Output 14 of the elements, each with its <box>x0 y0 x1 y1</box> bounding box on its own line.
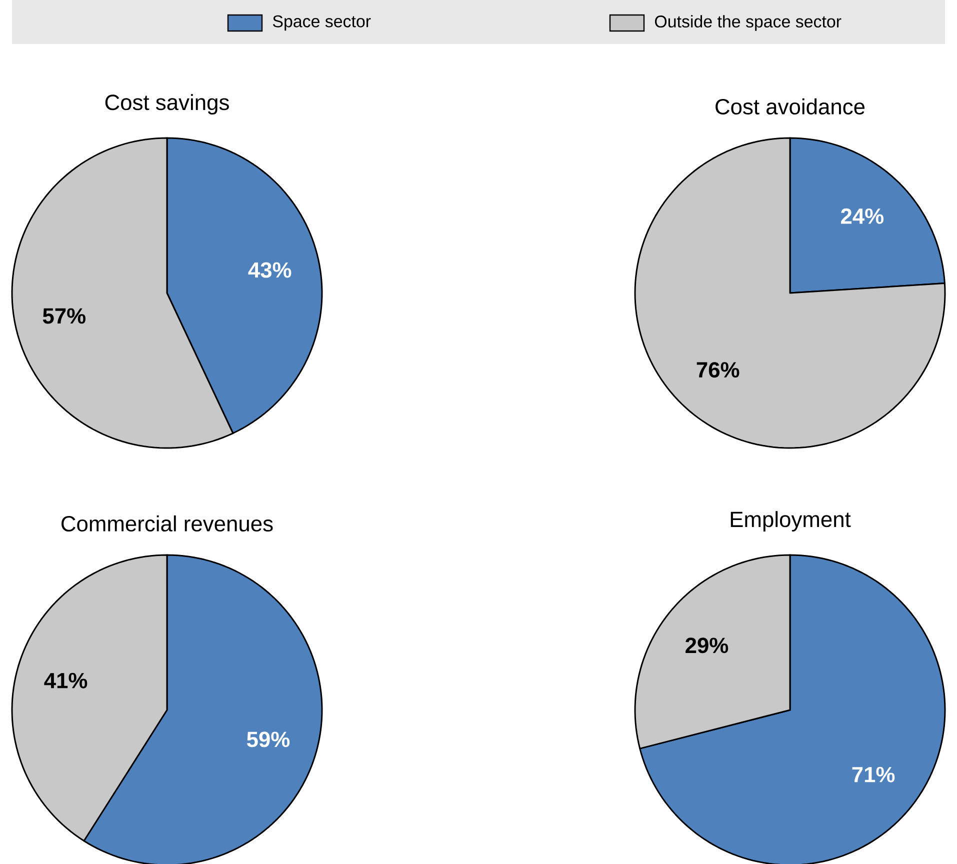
chart-title: Cost avoidance <box>716 98 865 115</box>
data-label: 57% <box>42 308 86 324</box>
data-label: 29% <box>686 638 728 654</box>
data-label: 43% <box>248 262 292 278</box>
text: Cost savings <box>105 94 229 115</box>
chart-title: Commercial revenues <box>62 515 273 532</box>
data-label: 76% <box>696 362 740 378</box>
data-label: 59% <box>246 732 290 748</box>
data-label: 71% <box>852 766 895 782</box>
legend-label: Outside the space sector <box>654 15 842 31</box>
data-label: 24% <box>840 208 884 224</box>
data-label: 41% <box>44 672 88 688</box>
chart-title: Employment <box>730 511 851 532</box>
legend-label: Space sector <box>272 15 371 31</box>
